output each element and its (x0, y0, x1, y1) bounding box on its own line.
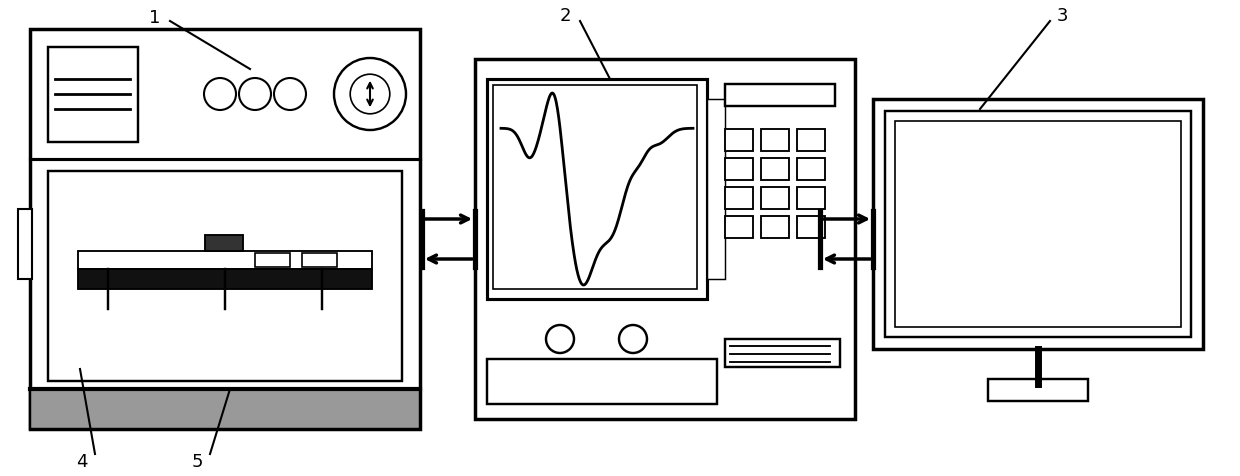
Bar (255, 253, 290, 268)
Bar (725, 130, 753, 152)
Circle shape (546, 325, 574, 353)
Bar (725, 339, 839, 367)
Text: 5: 5 (191, 452, 203, 470)
Text: 4: 4 (76, 452, 88, 470)
Bar (873, 100, 1203, 349)
Text: 1: 1 (149, 9, 161, 27)
Bar (19, 209, 32, 279)
Bar (988, 379, 1087, 401)
Circle shape (619, 325, 647, 353)
Bar (48, 172, 402, 381)
Bar (30, 30, 420, 429)
Bar (725, 159, 753, 180)
Bar (707, 100, 725, 279)
Bar (487, 80, 707, 299)
Bar (797, 130, 825, 152)
Bar (487, 359, 717, 404)
Bar (725, 85, 835, 107)
Bar (761, 188, 789, 209)
Bar (30, 389, 420, 429)
Circle shape (239, 79, 272, 111)
Bar (797, 159, 825, 180)
Circle shape (350, 75, 389, 115)
Bar (494, 86, 697, 289)
Circle shape (205, 79, 236, 111)
Bar (761, 159, 789, 180)
Bar (885, 112, 1190, 337)
Circle shape (274, 79, 306, 111)
Bar (895, 122, 1180, 327)
Bar (475, 60, 856, 419)
Bar (761, 130, 789, 152)
Bar (725, 188, 753, 209)
Bar (78, 251, 372, 269)
Circle shape (334, 59, 405, 131)
Bar (205, 236, 243, 251)
Bar (761, 217, 789, 238)
Bar (78, 269, 372, 289)
Text: 3: 3 (1056, 7, 1068, 25)
Bar (797, 188, 825, 209)
Bar (725, 217, 753, 238)
Bar (48, 48, 138, 143)
Bar (797, 217, 825, 238)
Text: 2: 2 (559, 7, 570, 25)
Bar (303, 253, 337, 268)
